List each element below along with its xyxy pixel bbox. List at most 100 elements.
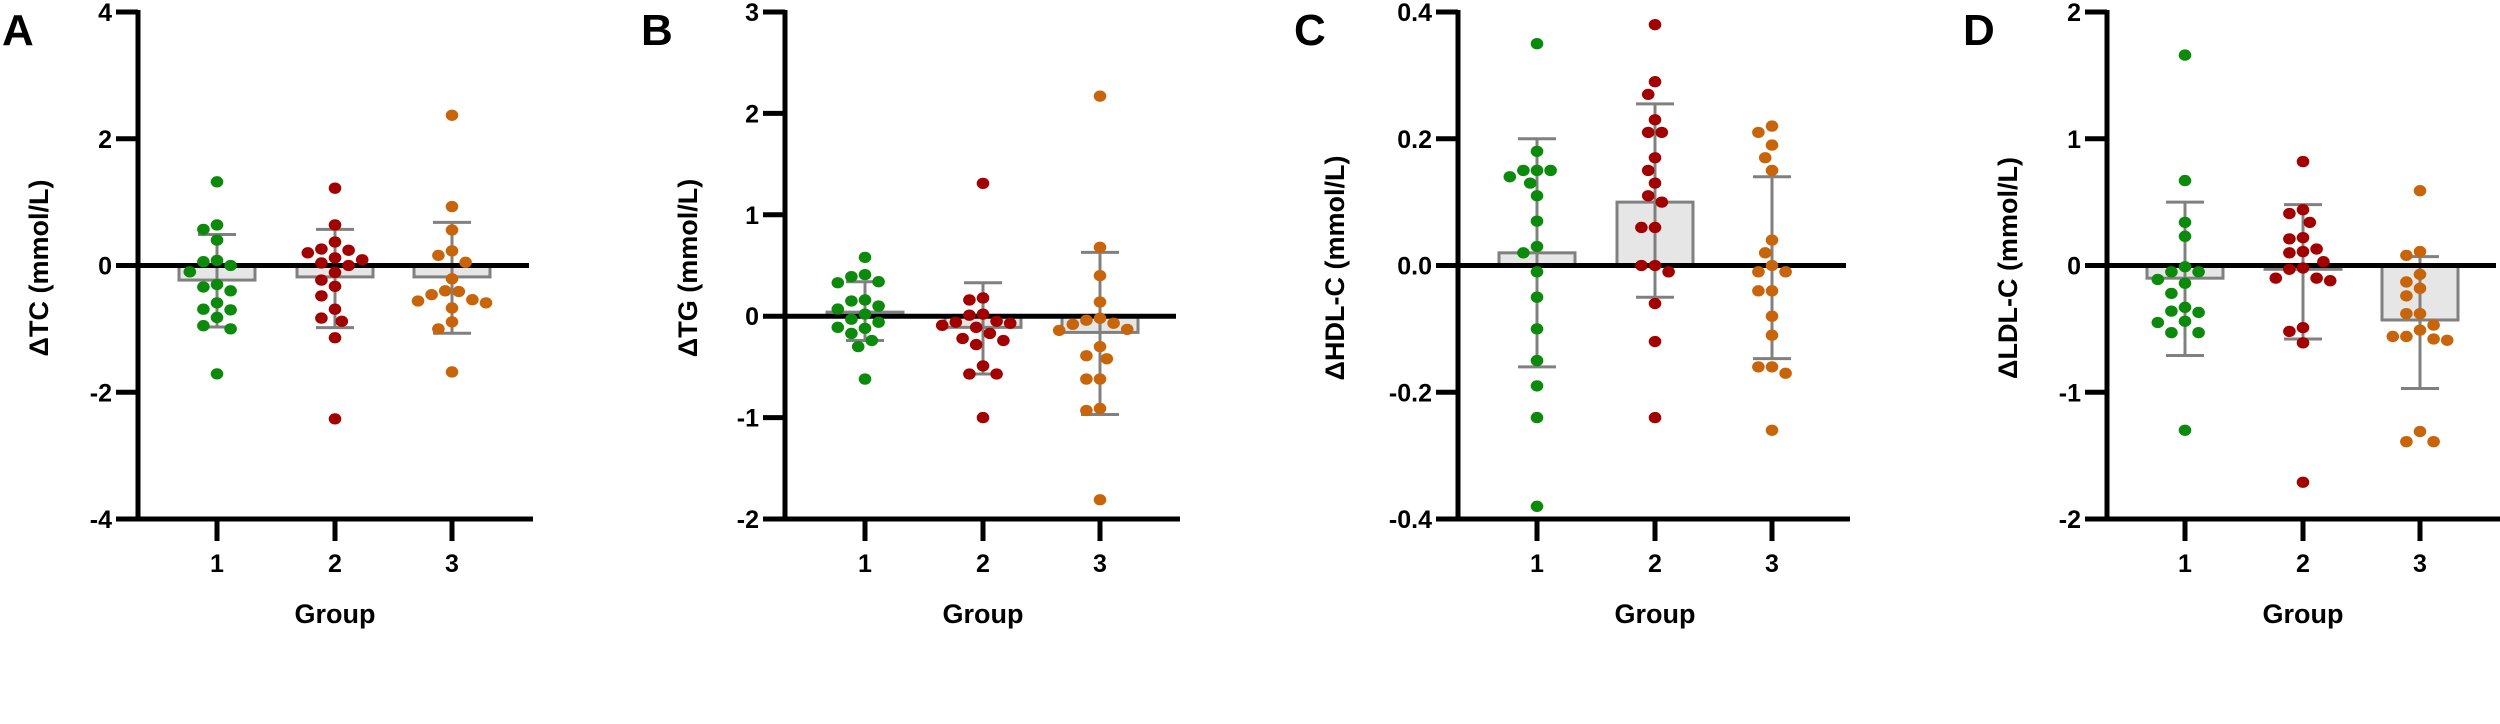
data-point — [1765, 424, 1779, 436]
data-point — [1635, 259, 1648, 272]
y-tick-label: -0.4 — [1389, 506, 1432, 534]
data-point — [1093, 90, 1107, 102]
data-point — [2400, 276, 2413, 288]
data-point — [1765, 361, 1779, 373]
y-tick-label: 4 — [98, 0, 112, 27]
x-tick-label: 2 — [976, 550, 990, 578]
data-point — [224, 285, 237, 297]
x-axis-title: Group — [943, 599, 1024, 629]
data-point — [183, 266, 197, 278]
data-point — [210, 234, 224, 246]
data-point — [1779, 266, 1792, 278]
data-point — [2165, 305, 2178, 317]
data-point — [976, 292, 990, 304]
data-point — [976, 308, 990, 320]
data-point — [2192, 327, 2205, 339]
data-point — [2283, 263, 2296, 275]
data-point — [935, 319, 949, 331]
data-point — [2296, 231, 2310, 244]
data-point — [328, 252, 342, 264]
x-tick-label: 2 — [328, 550, 342, 578]
data-point — [425, 288, 438, 301]
data-point — [1517, 164, 1530, 177]
data-point — [1093, 402, 1107, 415]
data-point — [2151, 273, 2165, 286]
data-point — [1530, 215, 1544, 227]
data-point — [2283, 247, 2296, 259]
data-point — [1093, 494, 1107, 506]
x-tick-label: 3 — [1093, 550, 1107, 578]
data-point — [2310, 272, 2323, 284]
data-point — [2427, 436, 2440, 448]
data-point — [1530, 266, 1544, 278]
data-point — [342, 259, 355, 272]
data-point — [1648, 76, 1662, 88]
x-tick-label: 2 — [2296, 550, 2310, 578]
data-point — [1120, 323, 1134, 336]
data-point — [976, 360, 990, 372]
data-point — [997, 334, 1010, 347]
data-point — [335, 315, 349, 327]
data-point — [858, 322, 872, 335]
data-point — [1765, 285, 1779, 297]
data-point — [210, 278, 224, 291]
y-tick-label: -0.2 — [1389, 379, 1432, 407]
data-point — [976, 177, 990, 190]
data-point — [1758, 152, 1772, 164]
data-point — [845, 270, 858, 283]
data-point — [1752, 285, 1765, 297]
data-point — [2165, 266, 2178, 278]
data-point — [355, 254, 369, 266]
y-tick-label: -2 — [90, 379, 112, 407]
data-point — [963, 309, 976, 321]
data-point — [411, 295, 425, 307]
data-point — [2165, 327, 2178, 339]
y-tick-label: 0.0 — [1397, 253, 1432, 281]
data-point — [301, 247, 315, 259]
y-tick-label: 0 — [2067, 253, 2081, 281]
data-point — [445, 109, 459, 121]
data-point — [1758, 247, 1772, 259]
data-point — [2178, 49, 2192, 61]
y-axis-title: ΔHDL-C (mmol/L) — [1320, 156, 1350, 381]
data-point — [1530, 411, 1544, 424]
data-point — [1635, 221, 1648, 234]
data-point — [983, 327, 997, 340]
data-point — [1752, 266, 1765, 278]
data-point — [969, 338, 983, 351]
data-point — [452, 285, 466, 298]
data-point — [1080, 373, 1093, 385]
data-point — [2151, 316, 2165, 329]
data-point — [197, 281, 210, 293]
data-point — [2283, 325, 2296, 338]
data-point — [210, 254, 224, 267]
data-point — [2323, 275, 2337, 287]
data-point — [1503, 171, 1517, 183]
data-point — [2178, 174, 2192, 187]
data-point — [328, 332, 342, 344]
data-point — [1093, 269, 1107, 282]
data-point — [2427, 333, 2440, 345]
data-point — [1107, 317, 1120, 329]
data-point — [831, 303, 845, 315]
data-point — [990, 368, 1003, 380]
data-point — [328, 219, 342, 231]
data-point — [1052, 324, 1066, 337]
data-point — [1752, 126, 1765, 139]
data-point — [1530, 291, 1544, 303]
data-point — [1530, 500, 1544, 512]
data-point — [2413, 425, 2427, 438]
data-point — [2178, 315, 2192, 327]
data-point — [210, 368, 224, 380]
panel-letter: C — [1294, 6, 1326, 55]
data-point — [2413, 268, 2427, 281]
data-point — [1765, 259, 1779, 272]
y-tick-label: 0 — [745, 303, 759, 331]
data-point — [1530, 164, 1544, 177]
y-tick-label: 2 — [98, 126, 112, 154]
data-point — [858, 251, 872, 264]
data-point — [1641, 126, 1655, 139]
data-point — [2178, 277, 2192, 289]
data-point — [1530, 240, 1544, 253]
x-tick-label: 1 — [858, 550, 872, 578]
